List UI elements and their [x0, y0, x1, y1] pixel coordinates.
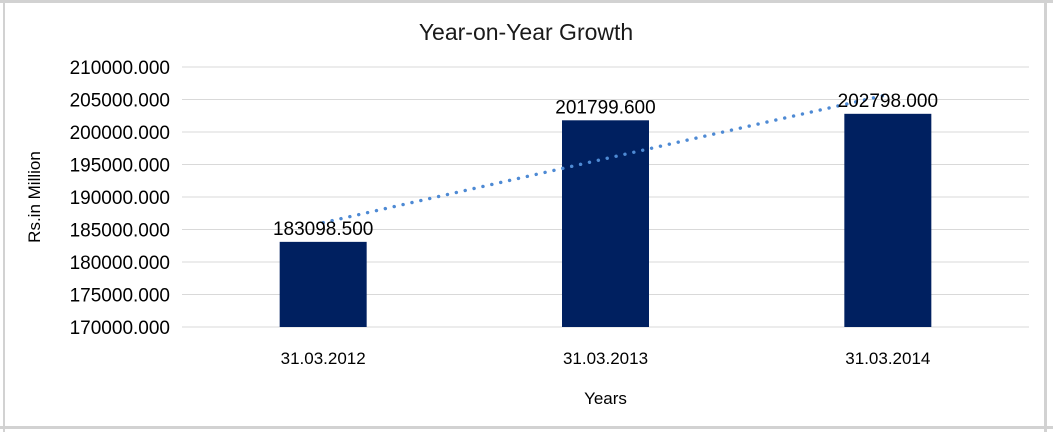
- bar-data-label: 183098.500: [273, 219, 373, 240]
- y-tick-label: 190000.000: [70, 188, 170, 209]
- y-tick-label: 210000.000: [70, 58, 170, 79]
- bar-data-label: 201799.600: [555, 97, 655, 118]
- x-axis-title: Years: [584, 389, 627, 408]
- frame-border-right: [1044, 0, 1047, 432]
- bar: [844, 113, 932, 327]
- x-category-label: 31.03.2012: [281, 349, 366, 368]
- x-category-label: 31.03.2013: [563, 349, 648, 368]
- frame-border-top: [0, 0, 1053, 3]
- x-category-label: 31.03.2014: [845, 349, 930, 368]
- frame-border-left: [3, 0, 5, 432]
- y-axis-title: Rs.in Million: [25, 151, 44, 243]
- frame-border-bottom: [0, 426, 1053, 429]
- bar: [279, 241, 367, 327]
- bar: [562, 120, 649, 327]
- trendline: [321, 92, 890, 225]
- y-tick-label: 200000.000: [70, 123, 170, 144]
- y-tick-label: 175000.000: [70, 286, 170, 307]
- y-tick-label: 185000.000: [70, 221, 170, 242]
- y-tick-label: 205000.000: [70, 91, 170, 112]
- bar-data-label: 202798.000: [838, 91, 938, 112]
- y-tick-label: 170000.000: [70, 318, 170, 339]
- y-tick-label: 195000.000: [70, 156, 170, 177]
- chart-title: Year-on-Year Growth: [419, 19, 633, 45]
- y-tick-label: 180000.000: [70, 253, 170, 274]
